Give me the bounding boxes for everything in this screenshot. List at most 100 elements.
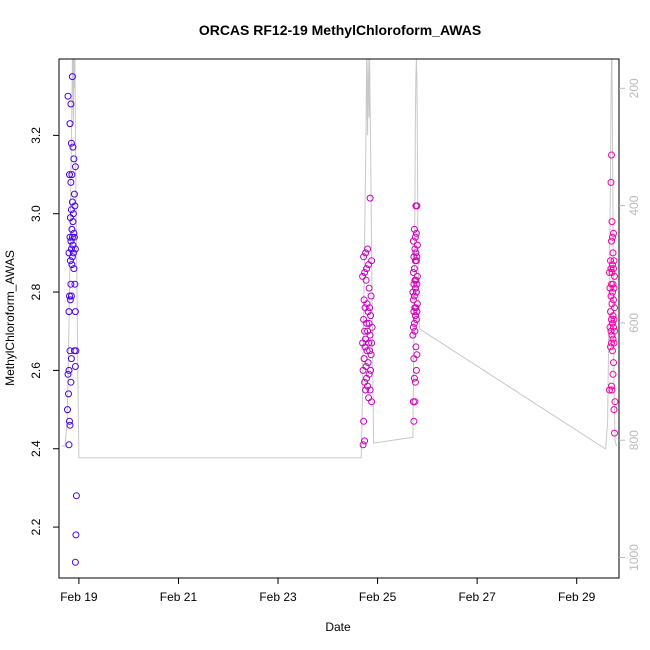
data-point [368, 257, 376, 265]
data-point [67, 139, 75, 147]
data-point [412, 343, 420, 351]
data-point [69, 218, 77, 226]
data-point [412, 257, 420, 265]
data-point [364, 245, 372, 253]
data-point [609, 288, 616, 296]
data-point [409, 323, 417, 331]
data-point [609, 233, 616, 241]
data-point [68, 171, 76, 179]
data-point [367, 366, 375, 374]
data-point [413, 202, 421, 210]
data-point [610, 339, 618, 347]
y-tick-label: 2.8 [29, 283, 43, 300]
data-point [367, 292, 375, 300]
data-point [71, 163, 79, 171]
data-point [611, 304, 618, 312]
data-point [412, 276, 420, 284]
data-point [65, 441, 73, 449]
data-point [67, 100, 75, 108]
data-point [413, 253, 421, 261]
data-point [362, 386, 370, 394]
x-tick-label: Feb 19 [60, 590, 98, 604]
data-point [611, 429, 618, 437]
y-right-tick-label: 600 [627, 313, 641, 333]
data-point [70, 233, 78, 241]
data-point [409, 288, 417, 296]
data-point [610, 316, 618, 323]
x-tick-label: Feb 25 [359, 590, 397, 604]
data-point [66, 296, 74, 304]
data-point [609, 347, 616, 355]
data-point [410, 280, 418, 288]
data-point [363, 319, 371, 327]
chart-title: ORCAS RF12-19 MethylChloroform_AWAS [199, 22, 481, 38]
data-point [65, 249, 73, 257]
data-point [411, 233, 419, 241]
data-point [606, 269, 613, 276]
data-point [70, 155, 78, 163]
data-point [66, 120, 74, 128]
data-point [364, 359, 372, 367]
data-point [410, 374, 418, 382]
y-right-tick-label: 1000 [627, 544, 641, 571]
data-point [368, 323, 376, 331]
data-point [409, 237, 417, 245]
data-point [410, 355, 418, 363]
data-point [71, 308, 79, 316]
data-point [67, 292, 75, 300]
data-point [409, 296, 417, 304]
data-point [412, 366, 420, 374]
data-point [412, 249, 420, 257]
data-point [412, 304, 420, 312]
data-point [608, 316, 615, 323]
data-point [411, 327, 419, 335]
plot-frame [58, 58, 620, 579]
data-point [70, 190, 78, 198]
data-point [610, 406, 618, 414]
y-tick-label: 2.6 [29, 362, 43, 379]
data-point [66, 257, 74, 265]
data-point [68, 261, 76, 269]
data-point [366, 304, 374, 312]
data-point [361, 327, 369, 335]
data-point [70, 265, 78, 273]
y-tick-label: 2.2 [29, 518, 43, 535]
data-point [367, 312, 375, 320]
data-point [68, 73, 76, 81]
data-point [610, 359, 617, 367]
pressure-trace [61, 59, 617, 459]
data-point [359, 272, 367, 280]
data-point [412, 288, 420, 296]
data-point [608, 218, 616, 226]
data-point [360, 417, 368, 425]
data-point [66, 417, 73, 425]
data-point [410, 292, 418, 300]
plot-area [61, 59, 619, 566]
data-point [412, 316, 420, 323]
data-point [409, 331, 417, 339]
data-point [411, 245, 419, 253]
data-point [410, 265, 418, 273]
data-point [610, 265, 617, 273]
data-point [610, 229, 617, 237]
data-point [608, 331, 616, 339]
data-point [410, 319, 418, 327]
data-point [71, 245, 79, 253]
data-point [368, 398, 376, 406]
data-point [606, 386, 613, 394]
data-point [608, 151, 615, 159]
data-point [68, 253, 76, 261]
data-point [363, 347, 371, 355]
data-point [64, 92, 72, 100]
data-point [66, 171, 73, 179]
data-point [411, 312, 419, 320]
data-point [363, 265, 371, 273]
data-point [67, 206, 75, 214]
data-point [411, 398, 419, 406]
data-point [71, 280, 79, 288]
pressure-line [61, 59, 617, 459]
data-point [611, 272, 618, 280]
data-point [64, 370, 72, 378]
data-point [609, 335, 617, 343]
